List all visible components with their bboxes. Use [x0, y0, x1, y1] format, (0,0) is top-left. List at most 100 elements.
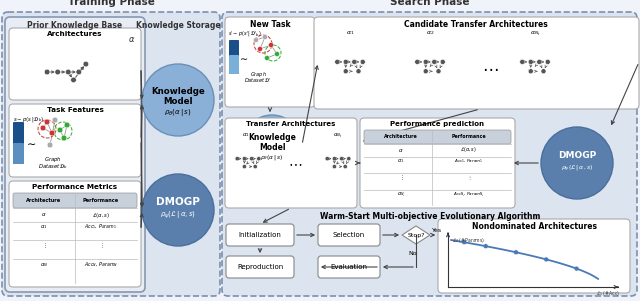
Text: Reproduction: Reproduction	[237, 264, 283, 270]
Circle shape	[574, 266, 579, 271]
FancyBboxPatch shape	[2, 12, 220, 296]
Text: Architecture: Architecture	[26, 198, 61, 203]
Circle shape	[537, 59, 542, 64]
FancyBboxPatch shape	[226, 256, 294, 278]
FancyBboxPatch shape	[13, 193, 137, 208]
Text: New Task: New Task	[250, 20, 291, 29]
Text: Knowledge: Knowledge	[248, 132, 296, 141]
Circle shape	[242, 115, 302, 175]
Circle shape	[461, 240, 467, 245]
Circle shape	[440, 59, 445, 64]
Circle shape	[545, 59, 550, 64]
Circle shape	[541, 127, 613, 199]
Circle shape	[335, 59, 340, 64]
Circle shape	[415, 59, 420, 64]
Text: $\vdots$: $\vdots$	[399, 174, 403, 182]
Text: $\rho_\psi(\mathcal{L}\,|\,\alpha,s)$: $\rho_\psi(\mathcal{L}\,|\,\alpha,s)$	[561, 163, 593, 173]
Text: Performance Metrics: Performance Metrics	[33, 184, 118, 190]
FancyBboxPatch shape	[318, 256, 380, 278]
Text: Model: Model	[163, 97, 193, 105]
Text: $\alpha$: $\alpha$	[41, 212, 47, 219]
Text: Transfer Architectures: Transfer Architectures	[246, 121, 336, 127]
Circle shape	[275, 51, 280, 57]
Circle shape	[243, 157, 246, 161]
Text: $\alpha_N$: $\alpha_N$	[40, 261, 48, 269]
Text: Initialization: Initialization	[239, 232, 282, 238]
Text: $\sim$: $\sim$	[239, 52, 250, 62]
Circle shape	[70, 77, 76, 83]
Text: No: No	[409, 251, 417, 256]
Circle shape	[61, 135, 67, 141]
FancyBboxPatch shape	[229, 55, 239, 74]
Circle shape	[142, 64, 214, 136]
Circle shape	[269, 42, 273, 48]
Circle shape	[483, 244, 488, 249]
Circle shape	[64, 122, 70, 128]
Text: Knowledge Storage: Knowledge Storage	[136, 21, 220, 30]
Text: $Graph$: $Graph$	[44, 155, 62, 164]
Circle shape	[343, 59, 348, 64]
Text: Yes: Yes	[432, 228, 442, 234]
Text: $Acc_{N_t},\,Param_{N_t}$: $Acc_{N_t},\,Param_{N_t}$	[453, 191, 485, 199]
Text: $\vdots$: $\vdots$	[99, 242, 103, 250]
Text: $\rho_\psi(\mathcal{L}\,|\,\alpha,s)$: $\rho_\psi(\mathcal{L}\,|\,\alpha,s)$	[160, 209, 196, 221]
Text: Architectures: Architectures	[47, 31, 103, 37]
Text: Selection: Selection	[333, 232, 365, 238]
FancyBboxPatch shape	[318, 224, 380, 246]
FancyBboxPatch shape	[222, 12, 637, 296]
Circle shape	[257, 157, 261, 161]
Text: Performance prediction: Performance prediction	[390, 121, 484, 127]
Text: Knowledge: Knowledge	[151, 86, 205, 95]
Circle shape	[52, 117, 58, 123]
Text: Search Phase: Search Phase	[390, 0, 470, 7]
Text: $\alpha$: $\alpha$	[398, 147, 404, 154]
FancyBboxPatch shape	[13, 143, 24, 164]
Text: $\cdots$: $\cdots$	[482, 59, 499, 77]
Circle shape	[44, 119, 50, 125]
Circle shape	[528, 69, 533, 74]
Circle shape	[44, 69, 50, 75]
Text: $\alpha_{N_t}$: $\alpha_{N_t}$	[333, 131, 343, 140]
FancyBboxPatch shape	[226, 224, 294, 246]
Text: $\sim$: $\sim$	[24, 139, 36, 149]
Text: $\mathcal{L}_1$ (#Acc): $\mathcal{L}_1$ (#Acc)	[596, 289, 620, 298]
Circle shape	[544, 257, 548, 262]
Text: $\rho_\theta(\alpha\,|\,s)$: $\rho_\theta(\alpha\,|\,s)$	[260, 153, 284, 162]
Text: Performance: Performance	[452, 135, 486, 139]
FancyBboxPatch shape	[5, 17, 145, 292]
Circle shape	[356, 69, 361, 74]
FancyBboxPatch shape	[229, 40, 239, 74]
Circle shape	[343, 69, 348, 74]
Polygon shape	[402, 226, 430, 244]
FancyBboxPatch shape	[314, 17, 639, 109]
Text: $\rho_\theta(\alpha\,|\,s)$: $\rho_\theta(\alpha\,|\,s)$	[164, 107, 192, 117]
Text: Candidate Transfer Architectures: Candidate Transfer Architectures	[404, 20, 548, 29]
Circle shape	[243, 164, 246, 169]
FancyBboxPatch shape	[13, 122, 24, 164]
Circle shape	[57, 127, 63, 133]
Circle shape	[339, 157, 344, 161]
Circle shape	[253, 164, 257, 169]
Circle shape	[55, 69, 61, 75]
Text: Prior Knowledge Base: Prior Knowledge Base	[28, 21, 123, 30]
Circle shape	[541, 69, 546, 74]
Circle shape	[142, 174, 214, 246]
Text: Stop?: Stop?	[407, 232, 425, 237]
Circle shape	[49, 130, 55, 136]
Text: Architecture: Architecture	[384, 135, 418, 139]
Circle shape	[332, 164, 337, 169]
Text: $s' \sim p(s'\,|\,\mathcal{D}'_b)$: $s' \sim p(s'\,|\,\mathcal{D}'_b)$	[228, 30, 262, 39]
Text: $Dataset\,\mathcal{D}'$: $Dataset\,\mathcal{D}'$	[244, 77, 272, 85]
Text: $Acc_N,\,Param_N$: $Acc_N,\,Param_N$	[84, 261, 118, 269]
Text: $\mathcal{L}(\alpha,s)$: $\mathcal{L}(\alpha,s)$	[461, 145, 477, 154]
Text: $\vdots$: $\vdots$	[467, 174, 471, 182]
Circle shape	[432, 59, 437, 64]
Circle shape	[343, 164, 348, 169]
Circle shape	[76, 69, 82, 75]
Circle shape	[423, 69, 428, 74]
FancyBboxPatch shape	[9, 104, 141, 177]
Circle shape	[352, 59, 357, 64]
Circle shape	[264, 55, 269, 61]
Circle shape	[528, 59, 533, 64]
FancyBboxPatch shape	[360, 118, 515, 208]
